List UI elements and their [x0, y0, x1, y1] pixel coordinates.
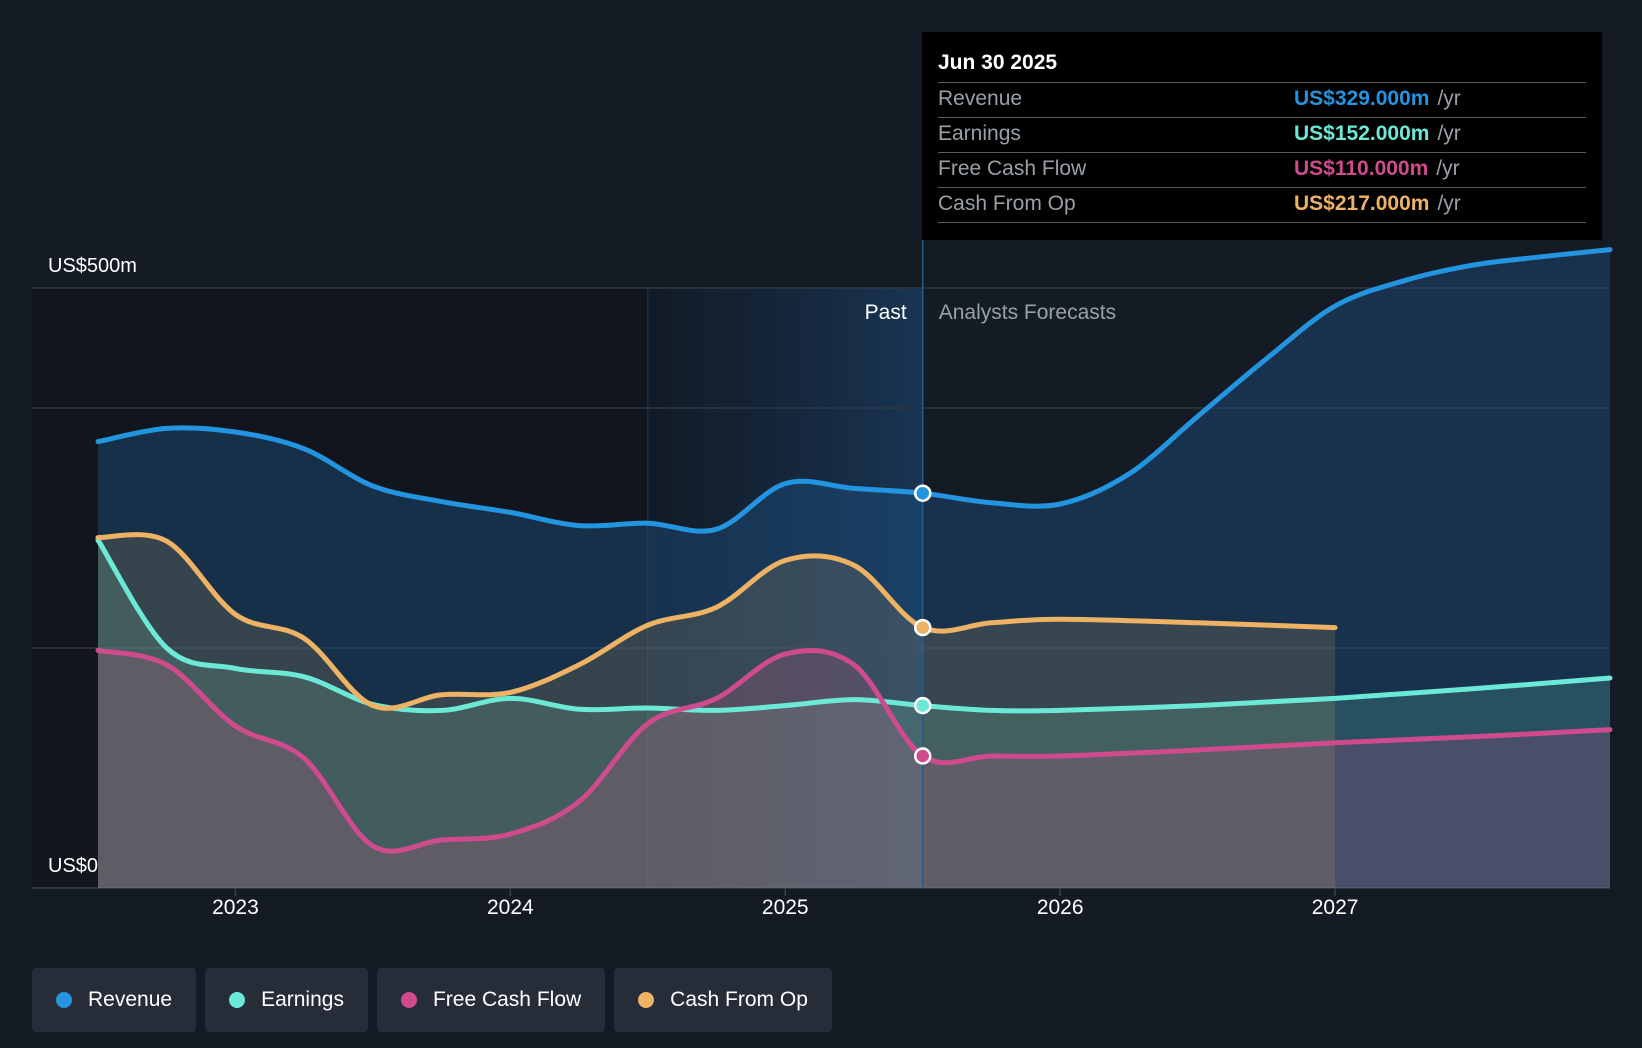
tooltip-cfo-value: US$217.000m — [1294, 192, 1430, 215]
tooltip-revenue-unit: /yr — [1437, 87, 1461, 110]
legend-free-cash-flow-label: Free Cash Flow — [432, 988, 582, 1011]
tooltip-revenue-label: Revenue — [938, 87, 1023, 110]
tooltip-fcf-value: US$110.000m — [1294, 157, 1429, 180]
legend-revenue-label: Revenue — [88, 988, 173, 1011]
recent-past-highlight — [647, 288, 923, 888]
marker-earnings — [913, 696, 932, 715]
x-tick-label: 2026 — [1037, 896, 1084, 919]
tooltip-revenue-value: US$329.000m — [1294, 87, 1430, 110]
area-revenue — [97, 249, 1610, 889]
y-axis-top-label: US$500m — [48, 255, 137, 277]
marker-free-cash-flow — [913, 747, 932, 765]
line-free-cash-flow — [95, 647, 1613, 854]
tooltip-row-free-cash-flow: Free Cash Flow US$110.000m /yr — [938, 152, 1586, 187]
marker-revenue — [913, 484, 932, 502]
tooltip-date: Jun 30 2025 — [938, 51, 1058, 74]
line-earnings — [95, 537, 1613, 714]
tooltip-fcf-label: Free Cash Flow — [938, 157, 1087, 180]
legend-cash-from-op-label: Cash From Op — [670, 988, 808, 1011]
line-revenue — [95, 247, 1613, 534]
y-axis-bottom-label: US$0 — [48, 855, 98, 877]
legend-item-cash-from-op[interactable]: Cash From Op — [614, 968, 832, 1032]
financial-line-chart: US$500m US$0 Past Analysts Forecasts 2023 202… — [32, 240, 1613, 919]
tooltip-earnings-value: US$152.000m — [1294, 122, 1430, 145]
legend-item-free-cash-flow[interactable]: Free Cash Flow — [376, 968, 606, 1032]
area-free-cash-flow — [97, 650, 1610, 888]
data-tooltip: Jun 30 2025 Revenue US$329.000m /yr Earn… — [922, 32, 1602, 240]
chart-legend: Revenue Earnings Free Cash Flow Cash Fro… — [32, 968, 832, 1032]
tooltip-earnings-label: Earnings — [938, 122, 1021, 145]
x-tick-label: 2027 — [1312, 896, 1359, 919]
past-label: Past — [865, 301, 907, 324]
tooltip-row-revenue: Revenue US$329.000m /yr — [938, 82, 1586, 117]
tooltip-row-earnings: Earnings US$152.000m /yr — [938, 117, 1586, 152]
legend-earnings-label: Earnings — [261, 988, 344, 1011]
forecast-label: Analysts Forecasts — [939, 301, 1116, 324]
free-cash-flow-dot-icon — [400, 992, 417, 1008]
line-cash-from-op — [95, 532, 1338, 711]
tooltip-cfo-unit: /yr — [1437, 192, 1461, 215]
tooltip-earnings-unit: /yr — [1437, 122, 1461, 145]
revenue-dot-icon — [56, 992, 72, 1008]
cash-from-op-dot-icon — [638, 992, 655, 1008]
tooltip-row-cash-from-op: Cash From Op US$217.000m /yr — [938, 187, 1586, 223]
x-tick-label: 2025 — [762, 896, 809, 919]
earnings-dot-icon — [229, 992, 246, 1008]
area-earnings — [97, 540, 1610, 888]
tooltip-cfo-label: Cash From Op — [938, 192, 1076, 215]
marker-cash-from-op — [913, 618, 932, 637]
legend-item-earnings[interactable]: Earnings — [205, 968, 368, 1032]
legend-item-revenue[interactable]: Revenue — [32, 968, 197, 1032]
x-tick-label: 2023 — [212, 896, 259, 919]
tooltip-fcf-unit: /yr — [1436, 157, 1460, 180]
x-tick-label: 2024 — [487, 896, 534, 919]
